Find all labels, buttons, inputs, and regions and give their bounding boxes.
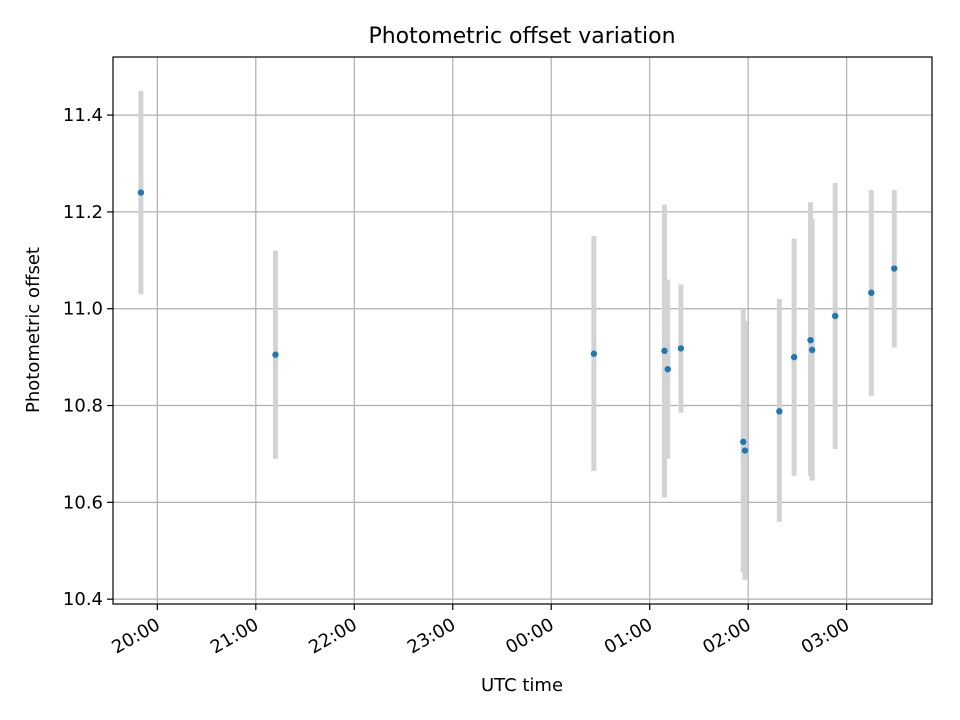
plot-frame <box>112 56 933 605</box>
tick-layer: 20:00 21:00 22:00 23:00 00:00 01:00 02:00 03:00… <box>63 105 853 658</box>
point-layer <box>137 189 898 454</box>
data-point <box>741 447 749 454</box>
data-point <box>776 408 783 415</box>
y-tick-label: 10.4 <box>63 589 103 610</box>
x-tick-label: 01:00 <box>601 614 656 658</box>
y-tick-label: 11.2 <box>63 202 103 223</box>
x-tick-label: 03:00 <box>798 614 853 658</box>
y-tick-label: 11.4 <box>63 105 103 126</box>
data-point <box>590 350 598 357</box>
data-point <box>790 353 798 361</box>
x-tick-label: 02:00 <box>699 614 754 658</box>
x-axis-label: UTC time <box>481 675 563 696</box>
y-tick-label: 10.6 <box>63 492 103 513</box>
y-axis-label: Photometric offset <box>23 247 44 413</box>
y-tick-label: 11.0 <box>63 299 103 320</box>
grid-layer <box>113 57 932 604</box>
x-tick-label: 00:00 <box>502 614 557 658</box>
data-point <box>740 438 747 446</box>
x-tick-label: 23:00 <box>404 614 459 658</box>
data-point <box>272 351 279 358</box>
data-point <box>891 265 898 272</box>
errorbar-layer <box>138 90 897 580</box>
data-point <box>677 345 685 352</box>
data-point <box>807 336 814 344</box>
chart-title: Photometric offset variation <box>368 24 675 49</box>
y-tick-label: 10.8 <box>63 396 103 417</box>
x-tick-label: 21:00 <box>207 614 262 658</box>
x-tick-label: 20:00 <box>108 614 163 658</box>
data-point <box>137 189 145 196</box>
x-tick-label: 22:00 <box>305 614 360 658</box>
data-point <box>868 289 875 296</box>
data-point <box>664 366 671 373</box>
data-point <box>661 347 668 355</box>
data-point <box>808 346 816 354</box>
data-point <box>831 312 839 320</box>
